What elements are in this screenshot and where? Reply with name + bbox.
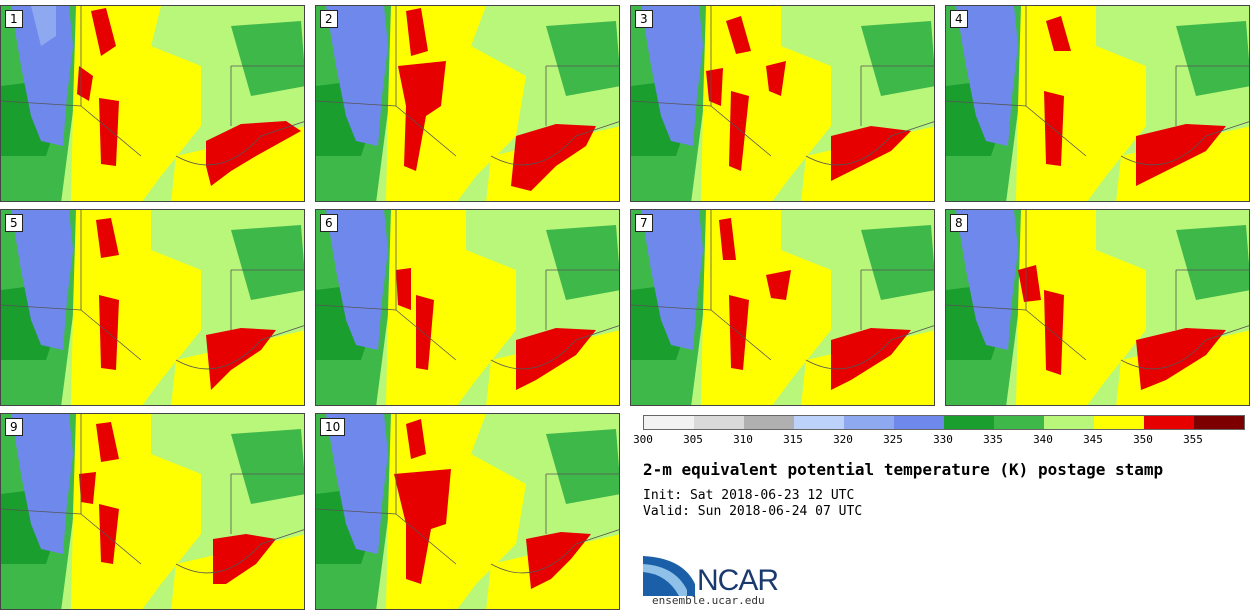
map-field	[316, 210, 619, 405]
panel-number: 7	[635, 214, 653, 232]
legend-swatch	[894, 416, 944, 429]
legend-swatch	[644, 416, 694, 429]
legend-swatch	[844, 416, 894, 429]
legend-tick-label: 355	[1183, 433, 1203, 446]
valid-time: Valid: Sun 2018-06-24 07 UTC	[643, 504, 863, 519]
init-valid-times: Init: Sat 2018-06-23 12 UTC Valid: Sun 2…	[643, 488, 862, 520]
panel-number: 9	[5, 418, 23, 436]
map-field	[1, 210, 304, 405]
color-bar	[643, 415, 1245, 430]
legend-tick-label: 345	[1083, 433, 1103, 446]
map-field	[1, 414, 304, 609]
member-panel-1: 1	[0, 5, 305, 202]
legend-tick-label: 315	[783, 433, 803, 446]
member-panel-5: 5	[0, 209, 305, 406]
map-field	[316, 414, 619, 609]
site-url: ensemble.ucar.edu	[652, 594, 765, 607]
member-panel-2: 2	[315, 5, 620, 202]
ncar-logo-icon	[643, 556, 695, 596]
legend-swatch	[1194, 416, 1244, 429]
legend-tick-label: 330	[933, 433, 953, 446]
legend-tick-label: 335	[983, 433, 1003, 446]
panel-number: 10	[320, 418, 346, 436]
legend-swatch	[694, 416, 744, 429]
legend-swatch	[994, 416, 1044, 429]
map-field	[631, 210, 934, 405]
member-panel-9: 9	[0, 413, 305, 610]
legend-tick-label: 300	[633, 433, 653, 446]
legend-swatch	[744, 416, 794, 429]
plot-title: 2-m equivalent potential temperature (K)…	[643, 460, 1164, 479]
map-field	[1, 6, 304, 201]
map-field	[946, 6, 1249, 201]
member-panel-4: 4	[945, 5, 1250, 202]
panel-number: 5	[5, 214, 23, 232]
panel-number: 6	[320, 214, 338, 232]
panel-number: 3	[635, 10, 653, 28]
map-field	[946, 210, 1249, 405]
legend-tick-label: 325	[883, 433, 903, 446]
legend-swatch	[1144, 416, 1194, 429]
legend-tick-label: 310	[733, 433, 753, 446]
member-panel-7: 7	[630, 209, 935, 406]
legend-swatch	[1094, 416, 1144, 429]
member-panel-8: 8	[945, 209, 1250, 406]
map-field	[631, 6, 934, 201]
legend-swatch	[1044, 416, 1094, 429]
panel-number: 2	[320, 10, 338, 28]
member-panel-10: 10	[315, 413, 620, 610]
member-panel-6: 6	[315, 209, 620, 406]
legend-tick-label: 350	[1133, 433, 1153, 446]
panel-number: 4	[950, 10, 968, 28]
panel-number: 8	[950, 214, 968, 232]
legend-tick-label: 340	[1033, 433, 1053, 446]
legend-swatch	[944, 416, 994, 429]
init-time: Init: Sat 2018-06-23 12 UTC	[643, 488, 855, 503]
map-field	[316, 6, 619, 201]
panel-number: 1	[5, 10, 23, 28]
member-panel-3: 3	[630, 5, 935, 202]
legend-tick-label: 320	[833, 433, 853, 446]
legend-swatch	[794, 416, 844, 429]
legend-tick-label: 305	[683, 433, 703, 446]
ncar-logo-text: NCAR	[697, 564, 779, 597]
